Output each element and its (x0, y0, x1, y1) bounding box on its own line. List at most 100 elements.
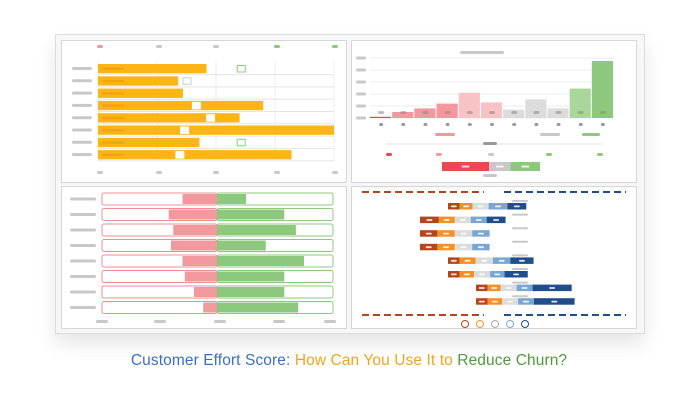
x-tick-placeholder (273, 320, 285, 323)
negative-bar (182, 256, 217, 266)
segment-label (513, 205, 520, 208)
negative-bar (203, 302, 217, 313)
segment-label (426, 219, 433, 221)
histogram-bar (480, 102, 503, 118)
diverging-bar-chart (70, 192, 336, 323)
row-label-placeholder (512, 200, 528, 202)
top-legend-dot (332, 45, 338, 48)
segment-label (443, 246, 450, 249)
bar-label-placeholder (102, 92, 124, 95)
value-marker (191, 101, 201, 110)
histogram-bar (458, 92, 480, 118)
x-tick-placeholder (467, 123, 472, 126)
segment-label (425, 246, 432, 249)
value-marker (236, 138, 246, 147)
positive-bar (217, 287, 285, 297)
row-label-placeholder (72, 91, 92, 95)
histogram-bar (392, 112, 414, 118)
bar (98, 150, 292, 160)
row-label-placeholder (512, 281, 528, 284)
row-label-placeholder (72, 103, 92, 107)
y-tick-placeholder (356, 116, 366, 120)
nps-segment-label (461, 165, 470, 168)
x-tick-placeholder (214, 320, 226, 323)
negative-bar (182, 194, 217, 204)
segment-label (478, 300, 485, 303)
bar-value-placeholder (533, 111, 540, 114)
value-marker (236, 65, 246, 73)
bar (98, 100, 264, 111)
bar-label-placeholder (102, 104, 124, 107)
article-title: Customer Effort Score: How Can You Use I… (0, 352, 698, 370)
nps-scale-tick (488, 153, 494, 156)
negative-bar (184, 271, 217, 282)
negative-bar (171, 240, 217, 251)
segment-label (477, 205, 484, 208)
x-tick-placeholder (600, 123, 605, 126)
bar (98, 137, 200, 148)
title-part-1: Customer Effort Score: (130, 352, 295, 369)
row-label-placeholder (512, 254, 528, 257)
row-label-placeholder (72, 79, 92, 83)
histogram-panel (351, 40, 637, 183)
score-histogram-chart (356, 51, 614, 177)
very-happy-face-icon (521, 320, 529, 328)
segment-label (493, 219, 500, 221)
segment-label (477, 232, 484, 235)
nps-segment-label (495, 165, 504, 168)
row-label-placeholder (72, 128, 92, 132)
x-tick-placeholder (445, 123, 450, 126)
horizontal-bar-chart (72, 45, 338, 174)
bar-value-placeholder (555, 111, 562, 114)
row-label-placeholder (70, 213, 96, 216)
segment-label (549, 287, 556, 289)
diverging-bar-panel (61, 186, 347, 329)
segment-label (459, 219, 466, 221)
promoter-group-label (582, 133, 600, 136)
nps-score-placeholder (483, 174, 497, 177)
segment-label (450, 259, 457, 262)
bottom-axis-tick (97, 171, 103, 174)
x-tick-placeholder (512, 123, 517, 126)
bar-value-placeholder (466, 111, 473, 114)
bar-label-placeholder (102, 79, 124, 83)
stacked-bar-panel (351, 186, 637, 329)
x-tick-placeholder (154, 320, 166, 323)
value-marker (206, 114, 216, 122)
segment-label (443, 219, 450, 221)
y-tick-placeholder (356, 104, 366, 108)
y-tick-placeholder (356, 92, 366, 96)
bar-label-placeholder (102, 141, 124, 144)
top-legend-dot (156, 45, 162, 48)
bar-value-placeholder (511, 111, 518, 114)
bar-value-placeholder (489, 111, 495, 114)
bar-value-placeholder (378, 111, 385, 114)
segment-label (505, 287, 512, 289)
bar-label-placeholder (102, 153, 124, 157)
positive-bar (217, 302, 299, 313)
row-label-placeholder (70, 290, 96, 294)
title-part-3: Reduce Churn? (457, 352, 568, 369)
segment-label (450, 273, 457, 276)
y-tick-placeholder (356, 80, 366, 84)
bar (98, 76, 179, 86)
y-tick-placeholder (356, 68, 366, 72)
bar-value-placeholder (400, 111, 407, 114)
row-label-placeholder (70, 244, 96, 247)
row-label-placeholder (70, 259, 96, 263)
bar-value-placeholder (599, 111, 606, 114)
nps-scale-tick (436, 153, 442, 156)
row-label-placeholder (70, 306, 96, 309)
negative-bar (194, 287, 217, 297)
chart-title-placeholder (460, 51, 504, 54)
neutral-face-icon (491, 320, 499, 328)
segment-label (498, 259, 505, 262)
segment-label (463, 273, 470, 276)
row-label-placeholder (512, 295, 528, 298)
x-tick-placeholder (379, 123, 384, 126)
row-label-placeholder (70, 197, 96, 201)
bottom-axis-tick (156, 171, 162, 174)
segment-label (481, 259, 488, 262)
bottom-axis-tick (213, 171, 219, 174)
segment-label (495, 205, 502, 208)
